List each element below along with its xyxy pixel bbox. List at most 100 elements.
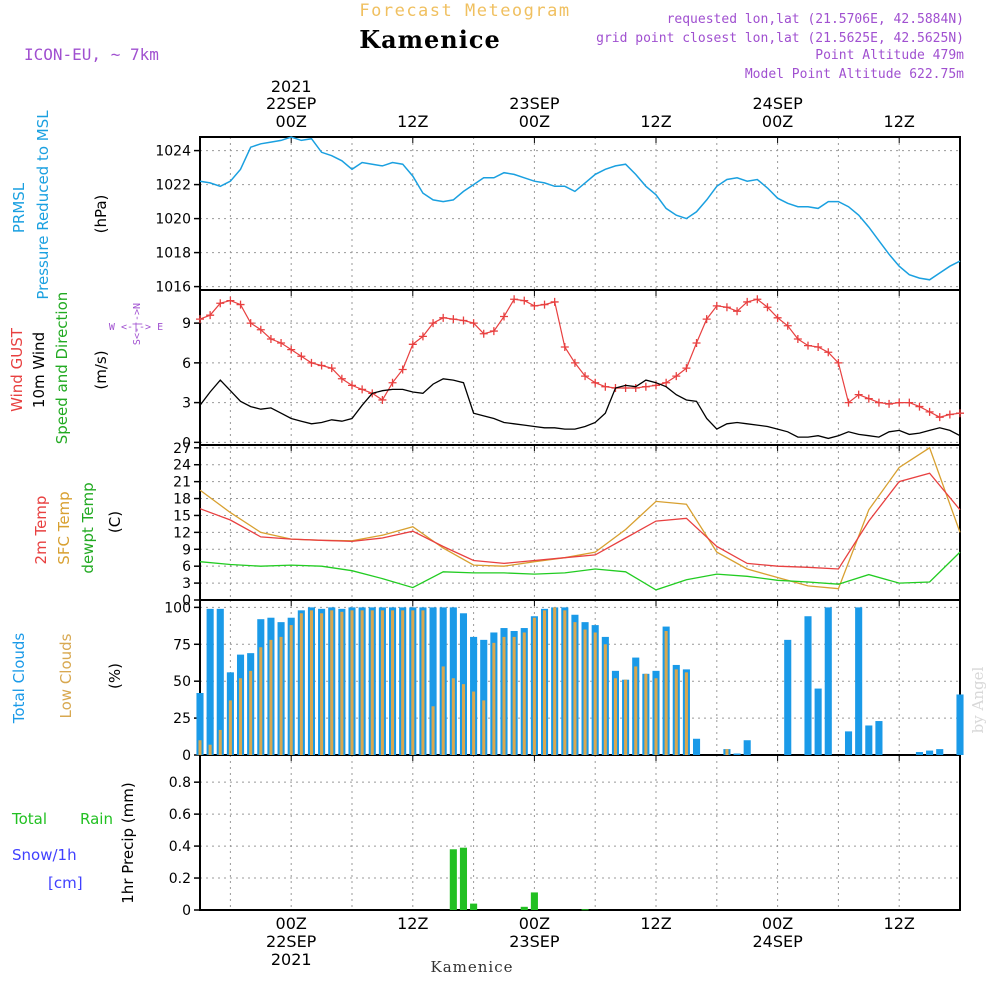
low-cloud-bar (239, 678, 243, 755)
low-clouds-label: Low Clouds (57, 633, 75, 718)
gust-marker (236, 300, 245, 309)
low-cloud-bar (613, 678, 617, 755)
gust-marker (297, 352, 306, 361)
gust-marker (783, 321, 792, 330)
compass-sn: S<-|->N (132, 303, 143, 345)
temp-ytick-label: 9 (182, 542, 191, 558)
bottom-time-label: 23SEP (509, 932, 560, 951)
low-cloud-bar (532, 617, 536, 755)
pressure-msl-label: Pressure Reduced to MSL (34, 110, 52, 300)
temp-2m-label: 2m Temp (32, 496, 50, 565)
gust-marker (915, 402, 924, 411)
gust-marker (459, 316, 468, 325)
gust-marker (266, 335, 275, 344)
low-cloud-bar (279, 636, 283, 755)
sfc-temp-series (199, 446, 961, 590)
low-cloud-bar (563, 610, 567, 755)
temp-ytick-label: 0 (182, 593, 191, 609)
gust-marker (348, 381, 356, 390)
gust-marker (479, 329, 488, 338)
low-cloud-bar (634, 666, 638, 755)
low-cloud-bar (654, 678, 658, 755)
gust-marker (560, 342, 569, 351)
gust-marker (601, 382, 610, 391)
wind-labels: Wind GUST 10m Wind Speed and Direction (… (8, 292, 163, 445)
total-cloud-bar (814, 688, 822, 755)
total-cloud-bar (926, 750, 934, 755)
gust-marker (358, 385, 367, 394)
temp-ytick-label: 24 (173, 458, 191, 474)
temp-ytick-label: 21 (173, 475, 191, 491)
gust-marker (733, 307, 742, 316)
gust-marker (277, 338, 286, 347)
gust-marker (226, 296, 235, 305)
snow-label: Snow/1h (12, 846, 77, 864)
precip-ytick-label: 0.2 (169, 871, 191, 887)
wind-panel: 0 3 6 9 (182, 290, 961, 451)
gust-marker (256, 325, 265, 334)
gust-marker (662, 378, 671, 387)
station-title: Kamenice (359, 25, 501, 54)
gust-marker (844, 398, 853, 407)
prmsl-label: PRMSL (10, 182, 28, 233)
gust-marker (418, 332, 427, 341)
low-cloud-bar (725, 749, 729, 755)
low-cloud-bar (603, 644, 607, 755)
gust-marker (885, 399, 894, 408)
bottom-time-label: 00Z (276, 914, 307, 933)
wind-10m-label: 10m Wind (30, 332, 48, 408)
gust-marker (570, 358, 579, 367)
bottom-time-label: 00Z (762, 914, 793, 933)
precip-ytick-label: 0.6 (169, 807, 191, 823)
cloud-labels: Total Clouds Low Clouds (%) (10, 633, 124, 725)
clouds-ytick-label: 50 (173, 674, 191, 690)
gust-marker (337, 374, 346, 383)
compass-we: W <-|-> E (109, 322, 163, 333)
gust-marker (530, 301, 539, 310)
rain-bar (459, 847, 468, 910)
gust-marker (287, 345, 296, 354)
total-cloud-bar (915, 752, 924, 755)
gust-marker (854, 390, 863, 399)
gust-marker (895, 398, 904, 407)
wind-ytick-label: 9 (182, 316, 191, 332)
low-cloud-bar (492, 642, 496, 755)
bottom-time-label: 12Z (397, 914, 428, 933)
precip-ytick-label: 0.8 (169, 775, 191, 791)
wind-unit-label: (m/s) (92, 350, 110, 389)
bottom-time-label: 22SEP (266, 932, 317, 951)
low-cloud-bar (543, 610, 547, 755)
pressure-unit-label: (hPa) (92, 195, 110, 234)
gust-marker (550, 297, 559, 306)
total-cloud-bar (875, 721, 883, 755)
dewpt-series (199, 551, 961, 591)
total-cloud-bar (855, 607, 863, 755)
wind-ytick-label: 3 (182, 396, 191, 412)
low-cloud-bar (472, 691, 476, 755)
temp-unit-label: (C) (106, 511, 124, 533)
total-cloud-bar (216, 608, 224, 755)
pressure-ytick-label: 1020 (155, 212, 191, 228)
gust-marker (834, 358, 843, 367)
low-cloud-bar (644, 673, 648, 755)
low-cloud-bar (421, 610, 425, 755)
pressure-ytick-label: 1024 (155, 144, 191, 160)
low-cloud-bar (309, 610, 313, 755)
wind-gust-label: Wind GUST (8, 327, 26, 412)
gust-marker (520, 296, 529, 305)
chart-subtitle: Forecast Meteogram (359, 1, 570, 21)
gust-marker (672, 372, 681, 381)
total-cloud-bar (733, 753, 741, 755)
total-cloud-bar (865, 725, 873, 755)
total-cloud-bar (459, 613, 468, 755)
rain-bar (530, 892, 538, 910)
low-cloud-bar (674, 669, 678, 755)
gust-marker (743, 297, 752, 306)
total-cloud-bar (206, 608, 214, 755)
low-cloud-bar (624, 679, 628, 755)
low-cloud-bar (401, 610, 405, 755)
model-altitude: Model Point Altitude 622.75m (745, 67, 964, 82)
wind-ytick-label: 6 (182, 356, 191, 372)
